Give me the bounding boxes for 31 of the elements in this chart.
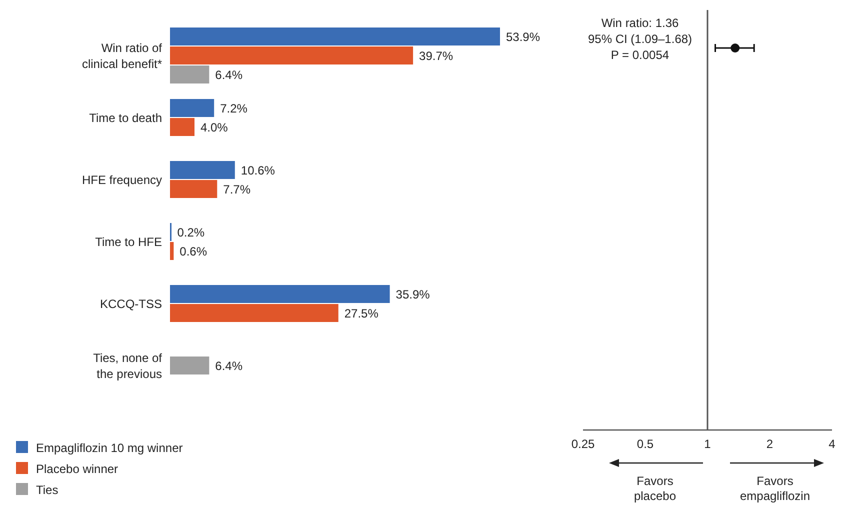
legend-label: Empagliflozin 10 mg winner (36, 441, 183, 455)
x-tick-label: 0.5 (636, 437, 654, 451)
y-tick-label: HFE frequency (82, 173, 162, 187)
text: Favors empagliflozin (740, 474, 810, 503)
y-tick-label: Time to death (89, 111, 162, 125)
annotation: 95% CI (1.09–1.68) (588, 32, 692, 46)
data-label: 27.5% (344, 306, 379, 320)
data-label: 7.2% (220, 102, 248, 116)
data-label: 39.7% (419, 49, 454, 63)
annotation: P = 0.0054 (610, 48, 670, 62)
text: Favors placebo (634, 474, 676, 503)
data-label: 6.4% (215, 359, 243, 373)
x-tick-label: 1 (704, 437, 712, 451)
y-tick-label: Win ratio of clinical benefit* (82, 41, 163, 71)
legend-label: Placebo winner (36, 462, 118, 476)
y-tick-label: KCCQ-TSS (100, 297, 162, 311)
data-label: 0.6% (180, 244, 208, 258)
data-label: 35.9% (396, 288, 430, 302)
x-tick-label: 0.25 (571, 437, 595, 451)
data-label: 4.0% (200, 120, 228, 134)
x-tick-label: 4 (828, 437, 836, 451)
data-label: 0.2% (177, 226, 205, 240)
data-label: 7.7% (223, 182, 251, 196)
annotation: Win ratio: 1.36 (601, 16, 680, 30)
y-tick-label: Time to HFE (95, 235, 162, 249)
data-label: 10.6% (240, 164, 276, 178)
x-tick-label: 2 (766, 437, 774, 451)
data-label: 53.9% (506, 30, 540, 44)
legend-label: Ties (36, 483, 58, 497)
data-label: 6.4% (215, 68, 243, 82)
y-tick-label: Ties, none of the previous (93, 351, 163, 381)
